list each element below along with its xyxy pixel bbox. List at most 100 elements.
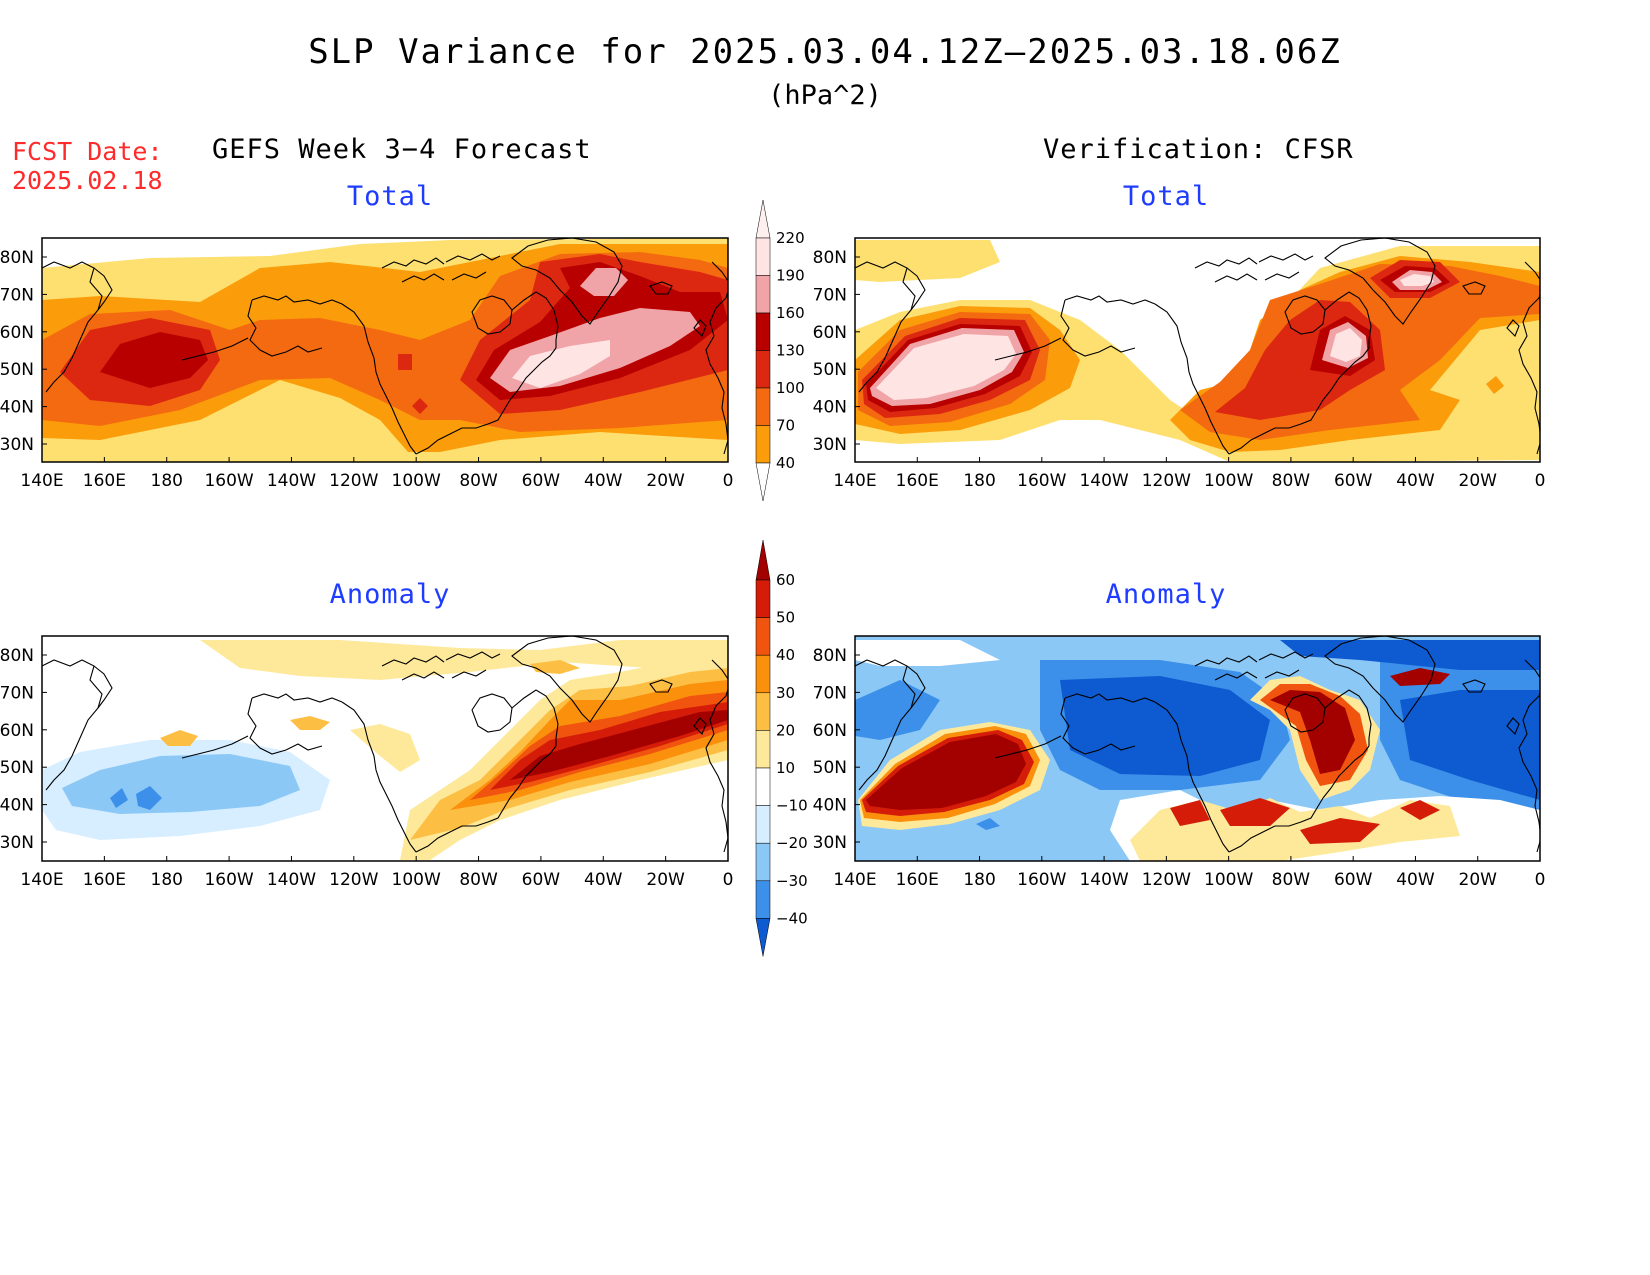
colorbar-swatch [755,842,771,882]
lon-label: 160W [1017,471,1066,491]
colorbar-bottom-arrow [755,462,771,502]
lon-label: 160E [83,471,126,491]
lat-label: 60N [0,721,34,741]
colorbar-label: −10 [776,797,808,815]
colorbar-label: 190 [776,267,805,285]
lon-label: 120W [329,471,378,491]
lon-label: 0 [723,870,734,890]
lat-label: 60N [813,721,847,741]
lon-label: 80W [459,870,498,890]
map-axes: 80N 70N 60N 50N 40N 30N 140E 160E 180 160W 140W 120… [0,248,1545,890]
lat-label: 40N [0,796,34,816]
lon-label: 140W [1079,870,1128,890]
colorbar-swatch [755,387,771,426]
colorbar-label: 70 [776,417,795,435]
lon-label: 20W [646,870,685,890]
colorbar-label: 130 [776,342,805,360]
lon-label: 180 [151,471,183,491]
colorbar-label: 160 [776,304,805,322]
lon-label: 140W [267,870,316,890]
colorbar-swatch [755,350,771,389]
lat-label: 60N [0,323,34,343]
page-title: SLP Variance for 2025.03.04.12Z–2025.03.… [308,32,1342,72]
lat-label: 80N [0,248,34,268]
lon-label: 100W [392,870,441,890]
total-colorbar: 220 190 160 130 100 70 40 [755,199,805,502]
lon-label: 80W [459,471,498,491]
lat-label: 80N [0,646,34,666]
lat-label: 30N [813,435,847,455]
lat-label: 60N [813,323,847,343]
colorbar-label: 40 [776,454,795,472]
cfsr-total-map [855,238,1540,462]
lon-label: 120W [1142,870,1191,890]
lat-label: 70N [0,683,34,703]
cfsr-anomaly-map [855,636,1540,861]
lat-label: 40N [813,398,847,418]
lon-label: 40W [584,471,623,491]
colorbar-label: −30 [776,872,808,890]
colorbar-label: 60 [776,571,795,589]
lon-label: 0 [1535,471,1546,491]
colorbar-swatch [755,767,771,806]
colorbar-label: 40 [776,646,795,664]
colorbar-swatch [755,275,771,314]
colorbar-label: 10 [776,759,795,777]
lon-label: 140W [267,471,316,491]
lon-label: 60W [522,471,561,491]
lat-label: 30N [813,833,847,853]
cfsr-anomaly-title: Anomaly [1105,579,1227,610]
lon-label: 160E [83,870,126,890]
gefs-total-map [42,238,728,462]
lon-label: 120W [1142,471,1191,491]
colorbar-label: 220 [776,229,805,247]
lat-label: 80N [813,646,847,666]
lon-label: 180 [151,870,183,890]
lon-label: 0 [723,471,734,491]
lon-label: 100W [1204,471,1253,491]
colorbar-label: 30 [776,684,795,702]
lat-label: 80N [813,248,847,268]
lon-label: 80W [1272,471,1311,491]
colorbar-swatch [755,654,771,694]
colorbar-label: 100 [776,379,805,397]
lon-label: 180 [963,471,995,491]
colorbar-swatch [755,312,771,351]
lat-label: 50N [0,360,34,380]
forecast-date-label: FCST Date: 2025.02.18 [12,137,163,195]
colorbar-swatch [755,692,771,731]
cfsr-total-frame [854,237,1541,463]
lon-label: 60W [522,870,561,890]
cfsr-total-title: Total [1122,181,1210,212]
lon-label: 160E [896,471,939,491]
colorbar-top-arrow [755,199,771,239]
gefs-anomaly-title: Anomaly [329,579,451,610]
lon-label: 40W [1396,870,1435,890]
lat-label: 30N [0,435,34,455]
lon-label: 140E [20,471,63,491]
lon-label: 160W [204,870,253,890]
lon-label: 140E [20,870,63,890]
colorbar-swatch [755,880,771,919]
lon-label: 160E [896,870,939,890]
colorbar-swatch [755,237,771,276]
lat-label: 30N [0,833,34,853]
left-column-heading: GEFS Week 3−4 Forecast [212,134,592,165]
lon-label: 160W [204,471,253,491]
gefs-anomaly-frame [41,635,729,862]
cfsr-anomaly-frame [854,635,1541,862]
lon-label: 100W [392,471,441,491]
lon-label: 20W [1459,471,1498,491]
lon-label: 60W [1334,870,1373,890]
gefs-anomaly-map [42,636,728,861]
colorbars: 220 190 160 130 100 70 40 60 50 40 30 20 10 −10 −20 −30… [755,199,808,957]
lon-label: 120W [329,870,378,890]
lat-label: 50N [0,758,34,778]
forecast-date-caption: FCST Date: [12,137,163,166]
forecast-date-value: 2025.02.18 [12,166,163,195]
colorbar-swatch [755,425,771,464]
lat-label: 50N [813,360,847,380]
lon-label: 140E [833,471,876,491]
lon-label: 100W [1204,870,1253,890]
